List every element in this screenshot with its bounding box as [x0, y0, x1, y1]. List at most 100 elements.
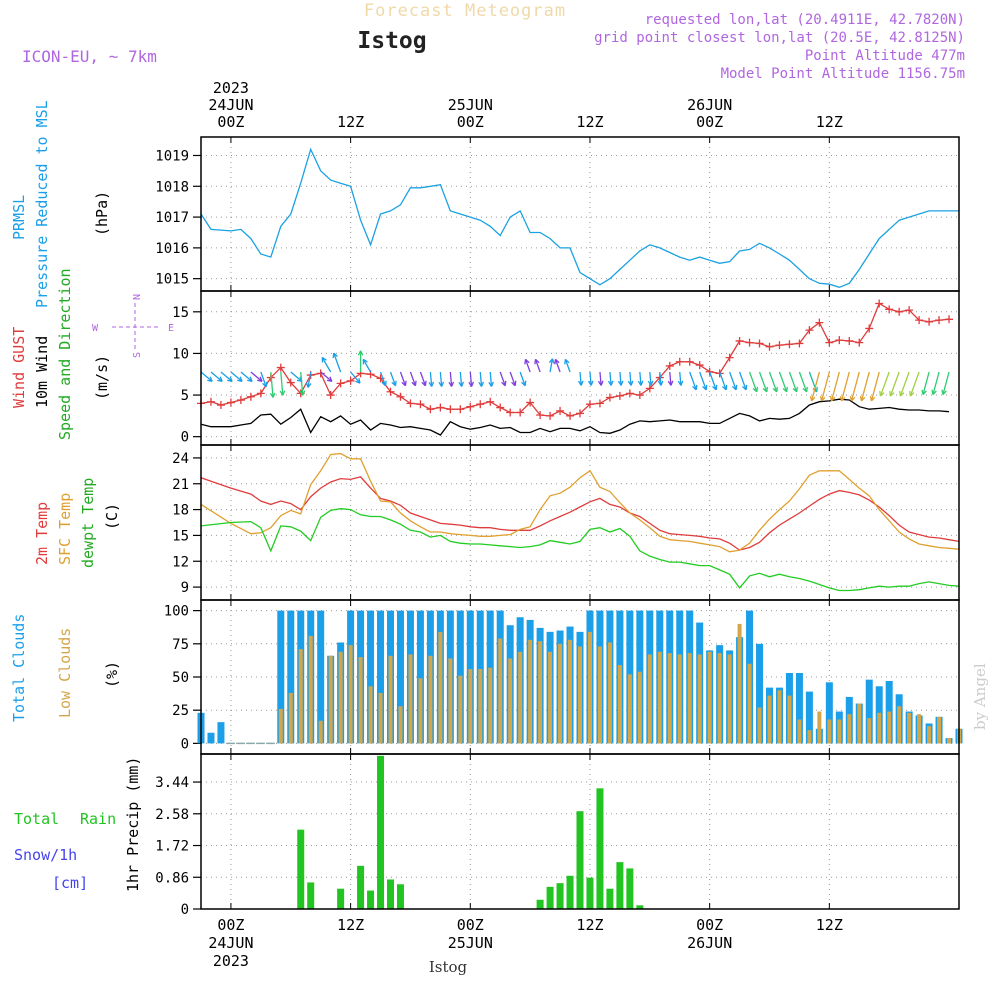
gust-marker — [536, 411, 545, 420]
wind-arrow-head — [627, 380, 634, 386]
wind-arrow-shaft — [300, 371, 304, 396]
bottom-time-label: 24JUN — [208, 934, 253, 952]
wind-arrow-head — [421, 380, 427, 387]
wind-arrow-icon — [524, 358, 531, 373]
wind-arrow-shaft — [689, 371, 697, 391]
low-cloud-bar — [887, 711, 892, 744]
low-cloud-bar — [877, 712, 882, 744]
wind-arrow-icon — [399, 371, 407, 387]
rain-bar — [377, 755, 385, 909]
wind-arrow-shaft — [362, 359, 372, 373]
low-cloud-bar — [418, 678, 423, 744]
low-cloud-bar — [408, 654, 413, 744]
gust-marker — [556, 406, 565, 415]
wind-arrow-icon — [677, 371, 684, 386]
wind-arrow-head — [207, 376, 213, 383]
y-tick-label: 0 — [181, 430, 189, 446]
rain-bar — [576, 811, 584, 909]
precip-label-4: [cm] — [52, 874, 88, 892]
wind-arrow-icon — [758, 371, 769, 393]
gust-marker — [835, 336, 844, 345]
rain-bar — [586, 877, 594, 909]
wind-arrow-icon — [738, 371, 748, 391]
low-cloud-bar — [817, 711, 822, 744]
wind-arrow-icon — [564, 358, 571, 373]
low-cloud-bar — [358, 657, 363, 744]
top-time-label: 12Z — [337, 113, 364, 131]
low-cloud-bar — [717, 653, 722, 744]
gust-marker — [276, 363, 285, 372]
low-cloud-bar — [548, 651, 553, 744]
y-tick-label: 1017 — [155, 210, 189, 226]
gust-marker — [226, 398, 235, 407]
wind-arrow-head — [657, 380, 664, 386]
wind-arrow-shaft — [509, 371, 516, 386]
low-cloud-bar — [697, 654, 702, 744]
wind-arrow-head — [564, 358, 570, 365]
y-tick-label: 50 — [172, 670, 189, 686]
low-cloud-bar — [727, 654, 732, 744]
wind-arrow-head — [391, 380, 397, 387]
rain-bar — [307, 882, 315, 909]
total-cloud-bar — [287, 610, 295, 744]
gust-marker — [725, 353, 734, 362]
low-cloud-bar — [937, 716, 942, 744]
pressure-unit: (hPa) — [93, 191, 111, 236]
gust-marker — [506, 408, 515, 417]
wind-arrow-icon — [534, 358, 541, 373]
low-cloud-bar — [498, 638, 503, 744]
rain-bar — [626, 868, 634, 909]
compass-icon: N W E S — [92, 294, 174, 358]
wind-arrow-shaft — [290, 371, 303, 382]
wind-arrow-icon — [240, 371, 253, 383]
wind-arrow-icon — [709, 371, 718, 391]
y-tick-label: 15 — [172, 528, 189, 544]
gust-marker — [735, 336, 744, 345]
wind-arrow-shaft — [320, 371, 333, 382]
wind-label-2: 10m Wind — [33, 336, 51, 408]
gust-marker — [755, 339, 764, 348]
wind-arrow-icon — [899, 371, 910, 397]
wind-arrow-icon — [931, 371, 940, 396]
y-tick-label: 0 — [181, 902, 189, 918]
rain-bar — [596, 788, 604, 909]
wind-arrow-head — [792, 386, 798, 393]
wind-arrow-shaft — [479, 371, 483, 387]
wind-arrow-shaft — [899, 371, 910, 397]
low-cloud-bar — [667, 653, 672, 744]
y-tick-label: 21 — [172, 477, 189, 493]
wind-arrow-icon — [448, 371, 455, 387]
low-cloud-bar — [647, 654, 652, 744]
y-tick-label: 1016 — [155, 241, 189, 257]
wind-arrow-shaft — [579, 371, 582, 386]
gust-marker — [436, 403, 445, 412]
wind-arrow-icon — [829, 371, 840, 402]
wind-arrow-head — [849, 395, 856, 402]
gust-marker — [695, 361, 704, 370]
low-cloud-bar — [607, 642, 612, 744]
low-cloud-bar — [867, 718, 872, 744]
wind-arrow-icon — [458, 371, 465, 387]
clouds-label-2: Low Clouds — [56, 628, 74, 718]
wind-arrow-icon — [488, 371, 494, 387]
wind-arrow-icon — [499, 371, 507, 387]
panel-frame — [200, 290, 960, 446]
gust-marker — [895, 307, 904, 316]
precip-label-2: Rain — [80, 810, 116, 828]
y-tick-label: 100 — [164, 604, 189, 620]
footer-location: Istog — [429, 958, 468, 976]
y-tick-label: 15 — [172, 305, 189, 321]
wind-arrow-shaft — [619, 371, 622, 386]
low-cloud-bar — [827, 719, 832, 744]
y-tick-label: 24 — [172, 451, 189, 467]
wind-arrow-icon — [798, 371, 808, 393]
y-tick-label: 5 — [181, 388, 189, 404]
temp-label-3: dewpt Temp — [79, 478, 97, 568]
wind-arrow-shaft — [489, 371, 493, 387]
low-cloud-bar — [378, 692, 383, 744]
low-cloud-bar — [627, 674, 632, 744]
wind-arrow-head — [829, 395, 836, 402]
wind-arrow-head — [332, 352, 338, 359]
series-10m-wind — [200, 398, 950, 436]
gust-marker — [406, 399, 415, 408]
